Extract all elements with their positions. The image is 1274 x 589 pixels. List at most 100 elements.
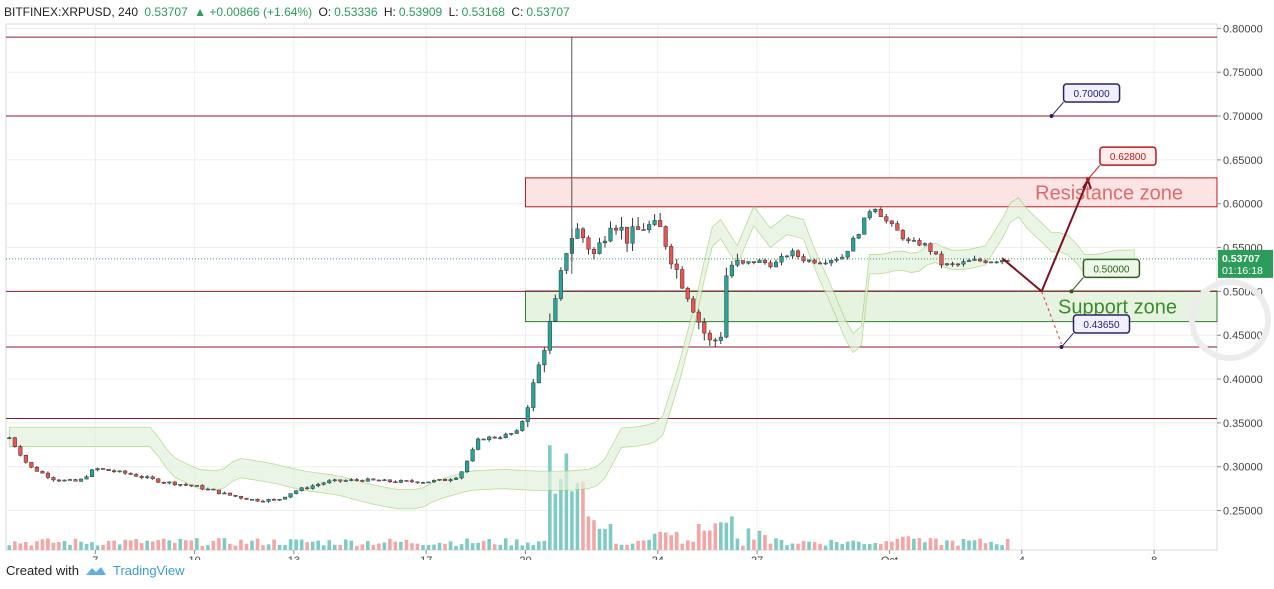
volume-bar [818, 543, 822, 550]
candle-down [933, 251, 938, 255]
volume-bar [912, 538, 916, 550]
candle-up [283, 496, 288, 500]
volume-bar [492, 544, 497, 550]
volume-bar [581, 481, 585, 550]
candle-up [487, 436, 492, 440]
current-price-tag [1218, 249, 1273, 278]
volume-bar [884, 541, 889, 550]
volume-bar [531, 545, 536, 550]
candle-up [966, 260, 972, 262]
open-value: 0.53336 [334, 5, 378, 19]
low-value: 0.53168 [461, 5, 505, 19]
candle-down [233, 494, 238, 497]
volume-bar [161, 538, 166, 550]
volume-bar [481, 540, 486, 550]
callout-anchor [1069, 289, 1074, 294]
callout-anchor [1085, 177, 1090, 182]
volume-bar [779, 539, 784, 550]
volume-bar [669, 535, 673, 550]
candle-down [200, 485, 205, 490]
candle-up [167, 481, 172, 484]
volume-bar [332, 544, 337, 550]
callout-box [1062, 83, 1121, 103]
volume-bar [128, 540, 133, 550]
candle-up [856, 234, 861, 239]
volume-bar [674, 531, 679, 550]
zones-layer: Resistance zone Support zone [524, 177, 1218, 323]
candle-up [553, 298, 558, 322]
volume-bar [448, 541, 453, 550]
volume-bar [757, 530, 762, 550]
candle-up [316, 484, 321, 487]
volume-bar [834, 542, 839, 550]
candle-down [669, 246, 674, 265]
candle-up [266, 499, 271, 502]
candle-up [448, 479, 453, 482]
candle-up [829, 260, 834, 264]
candle-up [1000, 260, 1005, 263]
tradingview-link[interactable]: TradingView [112, 563, 185, 578]
x-tick-label: 10 [188, 555, 200, 560]
candle-down [917, 240, 922, 246]
volume-bar [630, 543, 635, 550]
candle-down [73, 479, 78, 482]
candle-up [724, 275, 729, 338]
price-axis[interactable]: 0.800000.750000.700000.650000.600000.550… [6, 23, 1273, 518]
volume-bar [724, 522, 729, 550]
footer: Created with TradingView [6, 563, 185, 578]
volume-bar [553, 493, 558, 550]
volume-bar [84, 544, 89, 550]
candle-down [812, 259, 817, 264]
candle-up [509, 433, 514, 435]
volume-bar [178, 539, 183, 550]
candle-down [680, 269, 685, 289]
price-chart[interactable]: Resistance zone Support zone 0.70000 0.628… [0, 0, 1274, 560]
volume-bar [134, 539, 138, 550]
volume-bar [294, 539, 298, 550]
candle-up [547, 320, 552, 351]
high-value: 0.53909 [398, 5, 443, 19]
volume-bar [371, 545, 376, 550]
close-value: 0.53707 [526, 5, 570, 19]
volume-bar [663, 532, 668, 550]
candle-up [619, 226, 624, 231]
volume-bar [867, 544, 872, 550]
candle-up [608, 227, 613, 242]
volume-bar [619, 544, 624, 550]
candle-up [459, 471, 464, 479]
y-tick-label: 0.35000 [1223, 418, 1263, 430]
volume-bar [377, 543, 381, 550]
volume-bar [625, 544, 629, 550]
candle-down [955, 263, 961, 266]
candle-up [851, 237, 856, 252]
volume-bar [106, 540, 111, 550]
volume-bar [393, 541, 398, 550]
callout-anchor [1049, 114, 1054, 119]
volume-bar [101, 545, 105, 550]
time-axis[interactable]: 7 10 13 17 20 24 27 Oct 4 8 [92, 550, 1157, 560]
candle-up [630, 226, 635, 244]
volume-bar [763, 534, 767, 550]
volume-bar [90, 542, 94, 550]
candle-down [818, 262, 823, 265]
volume-bar [514, 539, 519, 550]
candle-up [520, 421, 525, 431]
candle-down [663, 226, 668, 247]
volume-bar [928, 538, 933, 550]
volume-bar [658, 531, 662, 550]
volume-bar [823, 545, 828, 550]
volume-bar [608, 524, 613, 550]
candle-up [536, 364, 541, 384]
volume-bar [305, 542, 309, 550]
x-tick-label: Oct [881, 555, 898, 560]
candle-down [18, 446, 23, 456]
y-tick-label: 0.45000 [1223, 330, 1263, 342]
candle-down [768, 262, 773, 268]
y-tick-label: 0.60000 [1223, 199, 1263, 211]
candle-down [360, 479, 365, 482]
candle-up [349, 479, 354, 481]
candle-up [465, 460, 470, 472]
volume-bar [575, 482, 580, 550]
callout-label: 0.43650 [1083, 320, 1120, 331]
y-tick-label: 0.75000 [1223, 67, 1263, 79]
